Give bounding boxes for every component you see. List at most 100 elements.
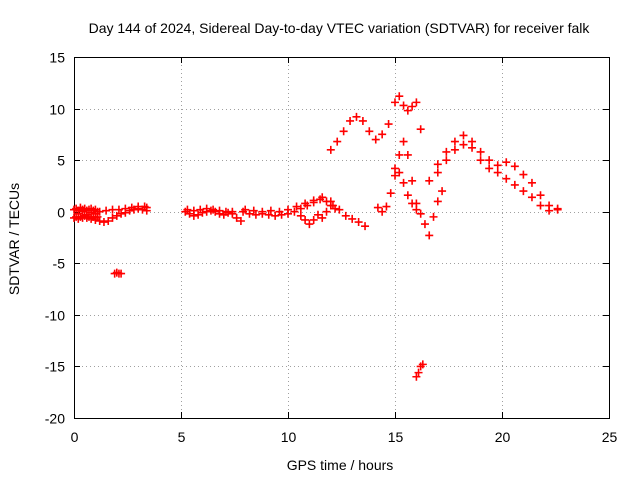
data-point — [74, 209, 83, 218]
data-point — [95, 216, 104, 225]
data-point — [399, 101, 408, 110]
data-point — [459, 140, 468, 149]
y-axis-label: SDTVAR / TECUs — [6, 183, 22, 295]
data-point — [114, 205, 123, 214]
data-point — [104, 216, 113, 225]
data-point — [384, 120, 393, 129]
chart-title: Day 144 of 2024, Sidereal Day-to-day VTE… — [89, 20, 591, 36]
grid-lines — [74, 57, 609, 418]
data-point — [346, 116, 355, 125]
data-point — [326, 201, 335, 210]
data-point — [339, 127, 348, 136]
data-point — [418, 360, 427, 369]
data-point — [408, 199, 417, 208]
data-point — [185, 209, 194, 218]
series-segment-10 — [425, 131, 562, 214]
data-point — [296, 211, 305, 220]
data-point — [476, 147, 485, 156]
data-point — [414, 368, 423, 377]
data-point — [215, 206, 224, 215]
data-point — [318, 213, 327, 222]
data-point — [510, 162, 519, 171]
data-point — [433, 197, 442, 206]
data-point — [386, 189, 395, 198]
data-point — [459, 131, 468, 140]
x-tick-label: 0 — [71, 429, 79, 445]
data-point — [335, 205, 344, 214]
data-point — [196, 205, 205, 214]
data-point — [438, 187, 447, 196]
data-point — [271, 211, 280, 220]
data-point — [183, 205, 192, 214]
data-point — [378, 130, 387, 139]
data-point — [194, 210, 203, 219]
series-segment-2 — [91, 202, 151, 227]
data-point — [361, 222, 370, 231]
data-point — [493, 161, 502, 170]
series-segment-4 — [181, 204, 245, 225]
data-point — [391, 164, 399, 173]
data-point — [102, 206, 111, 215]
data-point — [309, 196, 318, 205]
data-point — [209, 205, 218, 214]
data-point — [112, 211, 121, 220]
data-point — [545, 206, 554, 215]
data-point — [284, 205, 292, 214]
data-point — [251, 210, 260, 219]
data-point — [395, 168, 404, 177]
data-point — [425, 176, 434, 185]
data-point — [87, 208, 96, 217]
data-point — [553, 204, 562, 213]
data-point — [292, 202, 301, 211]
data-point — [519, 187, 528, 196]
data-point — [258, 207, 267, 216]
data-point — [228, 209, 237, 218]
data-point — [485, 156, 494, 165]
series-segment-9 — [391, 164, 421, 214]
y-tick-label: -5 — [53, 256, 66, 272]
data-point — [318, 193, 327, 202]
data-point — [78, 207, 87, 216]
y-tick-label: -15 — [45, 359, 65, 375]
y-tick-label: -10 — [45, 308, 65, 324]
x-tick-label: 15 — [388, 429, 404, 445]
data-point — [502, 174, 511, 183]
y-tick-label: 5 — [57, 153, 65, 169]
data-point — [202, 204, 211, 213]
data-point — [266, 206, 275, 215]
data-point — [341, 211, 350, 220]
data-point — [382, 202, 391, 211]
data-point — [403, 150, 412, 159]
data-point — [536, 191, 545, 200]
data-point — [391, 98, 399, 107]
data-point — [502, 158, 511, 167]
y-tick-label: -20 — [45, 411, 65, 427]
data-point — [476, 156, 485, 165]
data-point — [420, 220, 429, 229]
data-point — [510, 180, 519, 189]
series-segment-1 — [70, 203, 102, 223]
data-point — [82, 210, 91, 219]
data-point — [241, 205, 250, 214]
data-point — [412, 372, 421, 381]
data-point — [378, 207, 387, 216]
data-point — [442, 147, 451, 156]
data-point — [468, 143, 477, 152]
data-point — [395, 150, 404, 159]
series-segment-5 — [239, 193, 370, 231]
series-segment-12 — [412, 360, 427, 381]
x-tick-label: 20 — [495, 429, 511, 445]
data-point — [296, 204, 305, 213]
data-point — [108, 213, 117, 222]
data-point — [313, 210, 322, 219]
x-tick-label: 10 — [281, 429, 297, 445]
data-point — [450, 145, 459, 154]
data-point — [442, 156, 451, 165]
data-point — [322, 207, 331, 216]
data-point — [127, 203, 136, 212]
series-segment-6 — [296, 201, 340, 229]
data-point — [309, 215, 318, 224]
data-point — [221, 207, 230, 216]
data-point — [403, 106, 412, 115]
